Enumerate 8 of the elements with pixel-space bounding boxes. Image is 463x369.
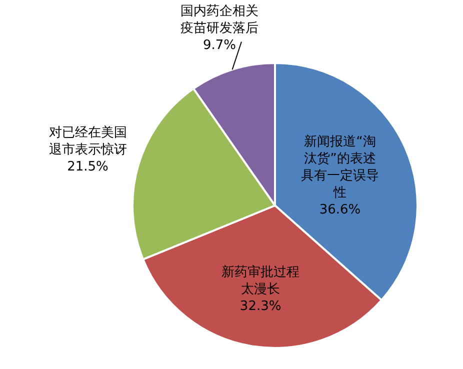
slice-label: 新闻报道“淘汰货”的表述具有一定误导性 bbox=[300, 134, 379, 201]
data-label: 36.6% bbox=[319, 202, 361, 218]
data-label: 21.5% bbox=[67, 160, 108, 175]
slice-label: 国内药企相关疫苗研发落后 bbox=[180, 4, 258, 36]
slice-label: 新药审批过程太漫长 bbox=[222, 264, 300, 298]
slice-label: 对已经在美国退市表示惊讶 bbox=[48, 124, 127, 158]
data-label: 9.7% bbox=[202, 38, 236, 54]
data-label: 32.3% bbox=[240, 299, 282, 314]
